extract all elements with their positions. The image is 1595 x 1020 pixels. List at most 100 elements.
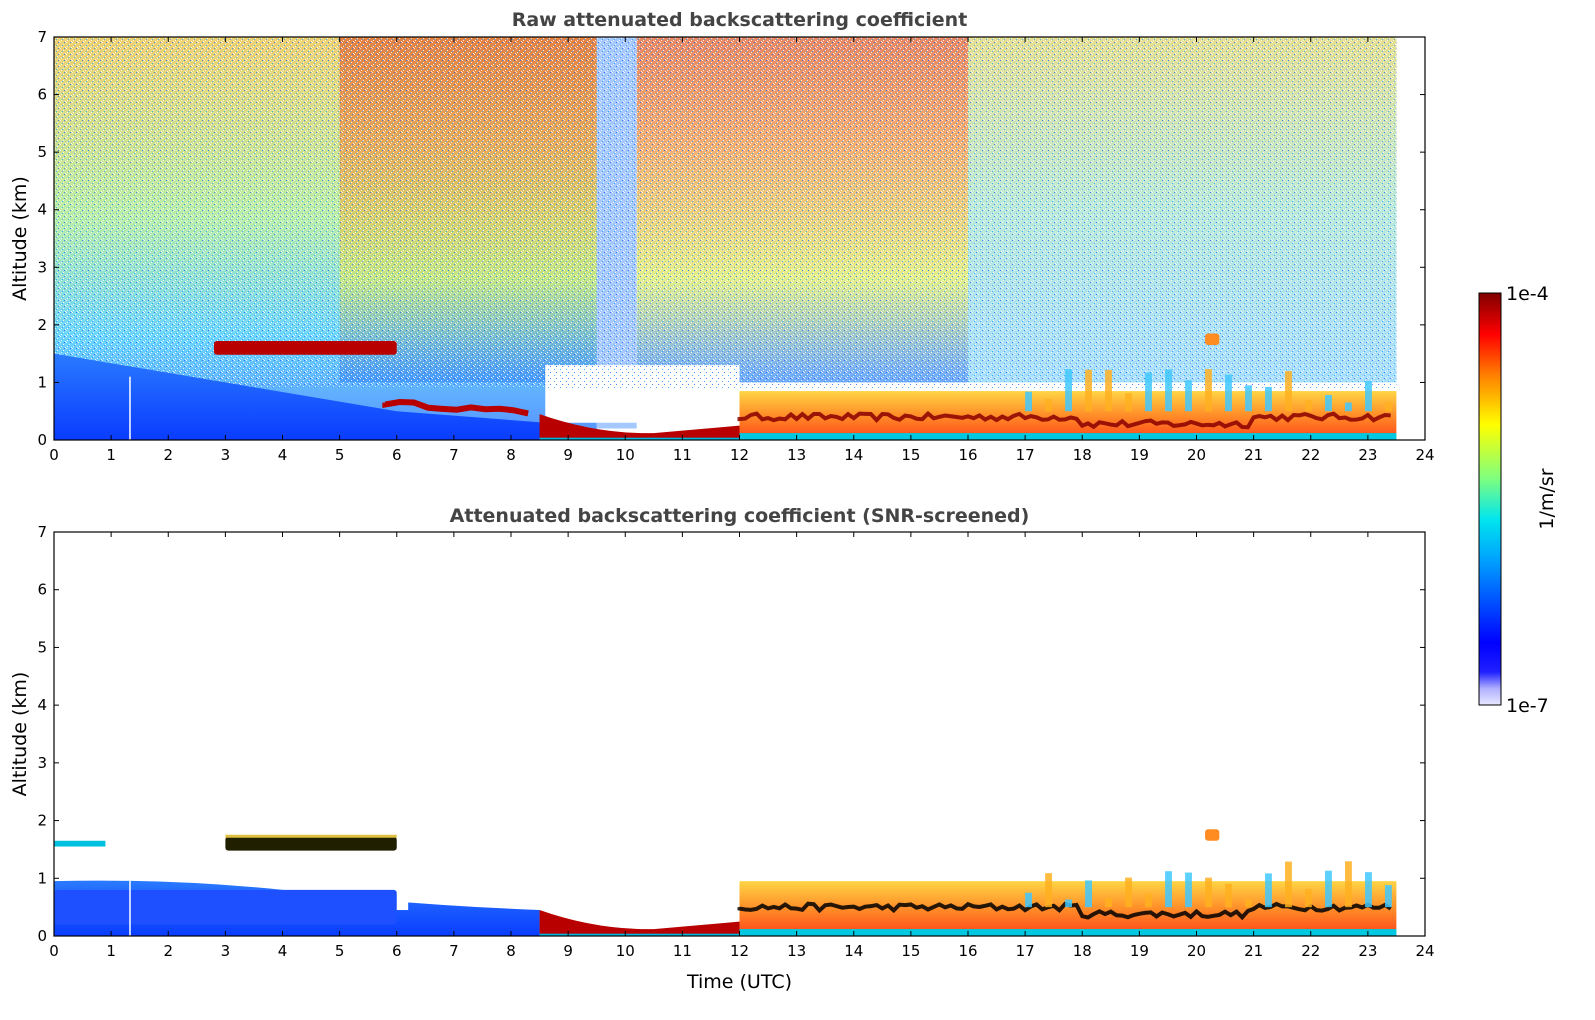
bl-spike [1245, 899, 1252, 908]
colorbar: 1e-4 1e-7 1/m/sr [1478, 283, 1558, 717]
layer-nocturnal-aerosol [54, 889, 397, 925]
bl-spike [1025, 892, 1032, 908]
panel1-y-ticks: 0 1 2 3 4 5 6 7 [37, 28, 1425, 449]
x-tick-label: 2 [163, 942, 173, 960]
x-tick-label: 0 [49, 942, 59, 960]
bl-spike [1225, 374, 1232, 412]
y-tick-label: 6 [37, 581, 47, 599]
colorbar-max-label: 1e-4 [1506, 283, 1549, 305]
x-tick-label: 23 [1358, 942, 1377, 960]
x-tick-label: 15 [901, 942, 920, 960]
layer-elevated-aerosol-layer [225, 836, 397, 851]
bl-spike [1325, 870, 1332, 908]
faint-layer [54, 840, 106, 847]
speckle-overlay [54, 37, 1397, 389]
x-tick-label: 22 [1301, 942, 1320, 960]
x-tick-label: 3 [221, 942, 231, 960]
x-tick-label: 19 [1130, 446, 1149, 464]
bl-spike [1365, 872, 1372, 908]
x-tick-label: 17 [1016, 446, 1035, 464]
y-tick-label: 4 [37, 696, 47, 714]
bl-spike [1265, 387, 1272, 412]
bl-spike [1085, 880, 1092, 908]
bl-spike [1285, 371, 1292, 412]
panel2-heatmap [54, 532, 1425, 936]
x-tick-label: 2 [163, 446, 173, 464]
colorbar-units-label: 1/m/sr [1536, 468, 1558, 529]
bl-spike [1145, 893, 1152, 908]
panel2-frame [53, 531, 1426, 937]
colorbar-min-label: 1e-7 [1506, 695, 1549, 717]
y-tick-label: 3 [37, 754, 47, 772]
plume-20utc [1205, 829, 1220, 841]
bl-spike [1245, 385, 1252, 412]
x-tick-label: 23 [1358, 446, 1377, 464]
x-tick-label: 18 [1073, 446, 1092, 464]
bl-spike [1225, 883, 1232, 908]
bl-spike [1385, 402, 1392, 412]
y-tick-label: 0 [37, 431, 47, 449]
morning-surface [539, 437, 740, 440]
x-tick-label: 9 [563, 942, 573, 960]
bl-spike [1105, 897, 1112, 908]
bl-spike [1065, 369, 1072, 412]
x-tick-label: 11 [673, 446, 692, 464]
no-data-region [1396, 37, 1425, 440]
y-tick-label: 0 [37, 927, 47, 945]
x-tick-label: 24 [1415, 446, 1434, 464]
x-tick-label: 14 [844, 446, 863, 464]
x-tick-label: 9 [563, 446, 573, 464]
x-tick-label: 12 [730, 942, 749, 960]
morning-surface [539, 933, 740, 936]
x-tick-label: 14 [844, 942, 863, 960]
x-tick-label: 13 [787, 446, 806, 464]
bl-spike [1165, 369, 1172, 412]
bl-spike [1125, 877, 1132, 908]
panel2-x-ticks: 0 1 2 3 4 5 6 7 8 9 10 11 12 13 14 15 16 17 18 19 20 21 22 23 24 [49, 532, 1435, 960]
bl-spike [1085, 369, 1092, 412]
morning-layer [539, 414, 740, 439]
x-tick-label: 16 [958, 942, 977, 960]
x-tick-label: 18 [1073, 942, 1092, 960]
x-tick-label: 17 [1016, 942, 1035, 960]
colorbar-gradient [1478, 292, 1502, 706]
x-tick-label: 13 [787, 942, 806, 960]
night-aerosol [54, 353, 546, 440]
bl-spike [1305, 399, 1312, 412]
y-tick-label: 4 [37, 201, 47, 219]
morning-layer [539, 910, 740, 935]
y-tick-label: 7 [37, 28, 47, 46]
x-tick-label: 5 [335, 942, 345, 960]
panel1-heatmap [54, 37, 1425, 440]
x-tick-label: 12 [730, 446, 749, 464]
layer-edge [225, 834, 397, 838]
x-tick-label: 1 [106, 942, 116, 960]
x-tick-label: 24 [1415, 942, 1434, 960]
no-data-region [1396, 532, 1425, 936]
bl-spike [1045, 873, 1052, 908]
x-tick-label: 1 [106, 446, 116, 464]
panel1-x-ticks: 0 1 2 3 4 5 6 7 8 9 10 11 12 13 14 15 16 17 18 19 20 21 22 23 24 [49, 37, 1435, 464]
y-tick-label: 5 [37, 143, 47, 161]
x-tick-label: 20 [1187, 446, 1206, 464]
bl-spike [1065, 899, 1072, 908]
y-tick-label: 6 [37, 86, 47, 104]
bl-spike [1205, 877, 1212, 908]
x-tick-label: 8 [506, 446, 516, 464]
x-tick-label: 22 [1301, 446, 1320, 464]
y-tick-label: 7 [37, 523, 47, 541]
x-tick-label: 15 [901, 446, 920, 464]
x-tick-label: 8 [506, 942, 516, 960]
y-tick-label: 2 [37, 812, 47, 830]
x-tick-label: 20 [1187, 942, 1206, 960]
bl-spike [1165, 871, 1172, 908]
y-tick-label: 1 [37, 373, 47, 391]
panel2-y-ticks: 0 1 2 3 4 5 6 7 [37, 523, 1425, 945]
bl-surface [739, 433, 1397, 440]
x-tick-label: 10 [616, 446, 635, 464]
bl-spike [1325, 394, 1332, 412]
x-tick-label: 21 [1244, 446, 1263, 464]
bl-spike [1365, 381, 1372, 412]
x-tick-label: 10 [616, 942, 635, 960]
